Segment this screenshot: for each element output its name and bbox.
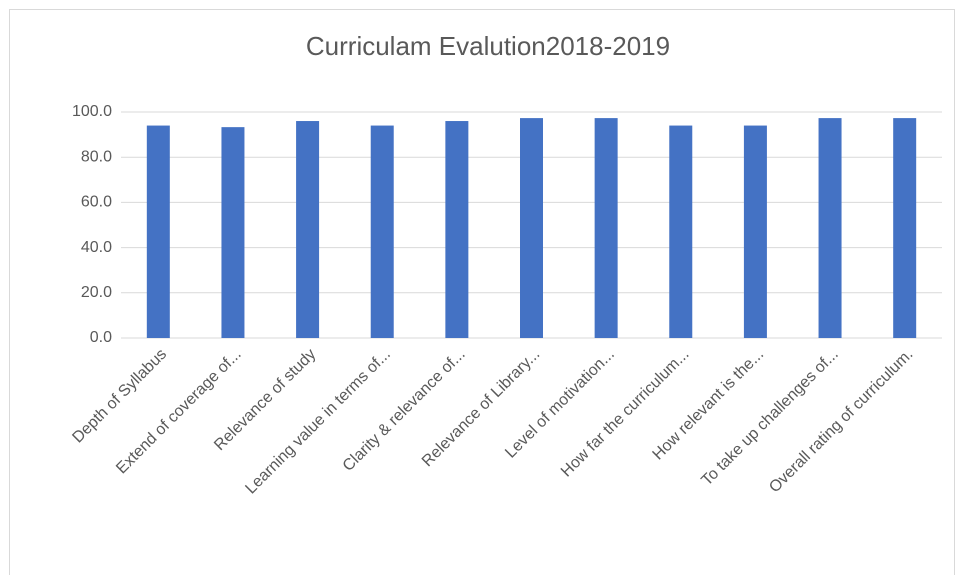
bar <box>445 121 469 338</box>
bar <box>520 118 543 339</box>
y-tick-label: 60.0 <box>81 194 112 211</box>
bar <box>594 118 618 339</box>
bar <box>669 125 693 338</box>
chart-title: Curriculam Evalution2018-2019 <box>306 31 670 61</box>
bar <box>370 125 394 338</box>
bar <box>743 125 767 338</box>
y-tick-label: 20.0 <box>81 284 112 301</box>
bar <box>893 118 917 339</box>
y-tick-label: 100.0 <box>72 103 112 120</box>
y-tick-label: 40.0 <box>81 239 112 256</box>
bar <box>146 125 170 338</box>
bar <box>221 127 245 338</box>
y-tick-label: 0.0 <box>90 329 112 346</box>
y-tick-label: 80.0 <box>81 148 112 165</box>
bar <box>818 118 842 339</box>
bar <box>296 121 320 338</box>
